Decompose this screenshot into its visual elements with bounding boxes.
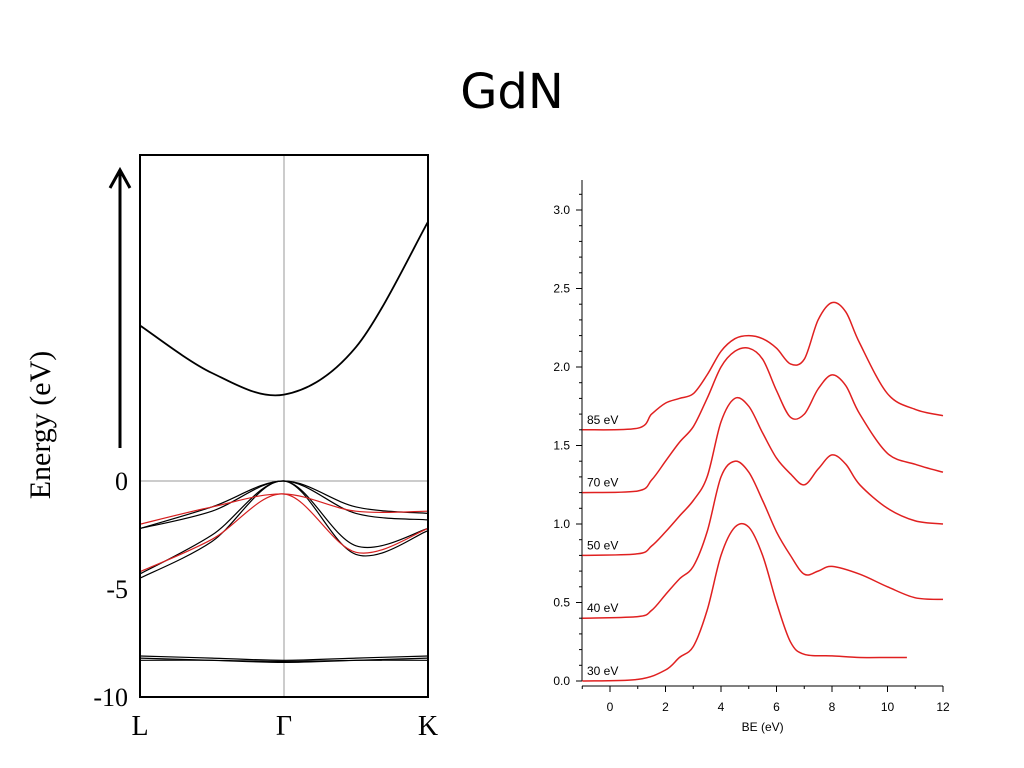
x-tick-label: 4 bbox=[718, 700, 725, 714]
spectrum-line bbox=[582, 301, 944, 431]
y-tick-label: -10 bbox=[93, 683, 128, 712]
spectrum-line bbox=[582, 460, 944, 619]
band-line-6 bbox=[140, 493, 428, 573]
y-tick-label: 0.5 bbox=[553, 596, 570, 610]
y-tick-label: 0.0 bbox=[553, 674, 570, 688]
band-structure-chart: 0 -5 -10L Γ K Energy (eV) bbox=[24, 154, 438, 742]
y-tick-label: 0 bbox=[115, 467, 128, 496]
y-tick-label: 2.5 bbox=[553, 282, 570, 296]
spectrum-line bbox=[582, 522, 907, 682]
bands-group bbox=[140, 221, 428, 664]
band-line-4 bbox=[140, 480, 428, 575]
y-tick-label: 2.0 bbox=[553, 360, 570, 374]
spectrum-label: 30 eV bbox=[587, 664, 618, 678]
spectrum-label: 85 eV bbox=[587, 413, 618, 427]
y-tick-label: 1.5 bbox=[553, 439, 570, 453]
y-tick-label: -5 bbox=[106, 575, 128, 604]
x-tick-label: 2 bbox=[662, 700, 669, 714]
spectrum-line bbox=[582, 346, 944, 494]
x-tick-label: 8 bbox=[829, 700, 836, 714]
band-plot-frame bbox=[139, 154, 429, 698]
x-tick-label: K bbox=[418, 711, 438, 742]
band-line-0 bbox=[140, 221, 428, 397]
x-tick-label: L bbox=[131, 711, 148, 742]
spectrum-line bbox=[582, 396, 944, 557]
y-tick-label: 1.0 bbox=[553, 517, 570, 531]
spectrum-label: 40 eV bbox=[587, 601, 618, 615]
x-tick-label: 6 bbox=[773, 700, 780, 714]
band-line-9 bbox=[140, 659, 428, 663]
x-tick-label: Γ bbox=[276, 711, 292, 742]
y-axis-label: Energy (eV) bbox=[24, 351, 57, 500]
energy-arrow-head bbox=[108, 166, 132, 189]
band-line-8 bbox=[140, 657, 428, 664]
x-tick-label: 10 bbox=[881, 700, 895, 714]
band-line-7 bbox=[140, 655, 428, 661]
spectrum-label: 50 eV bbox=[587, 538, 618, 552]
y-tick-label: 3.0 bbox=[553, 203, 570, 217]
slide-title: GdN bbox=[460, 64, 564, 120]
x-tick-label: 12 bbox=[936, 700, 950, 714]
spectrum-label: 70 eV bbox=[587, 476, 618, 490]
x-axis-label: BE (eV) bbox=[742, 720, 784, 734]
x-tick-label: 0 bbox=[607, 700, 614, 714]
